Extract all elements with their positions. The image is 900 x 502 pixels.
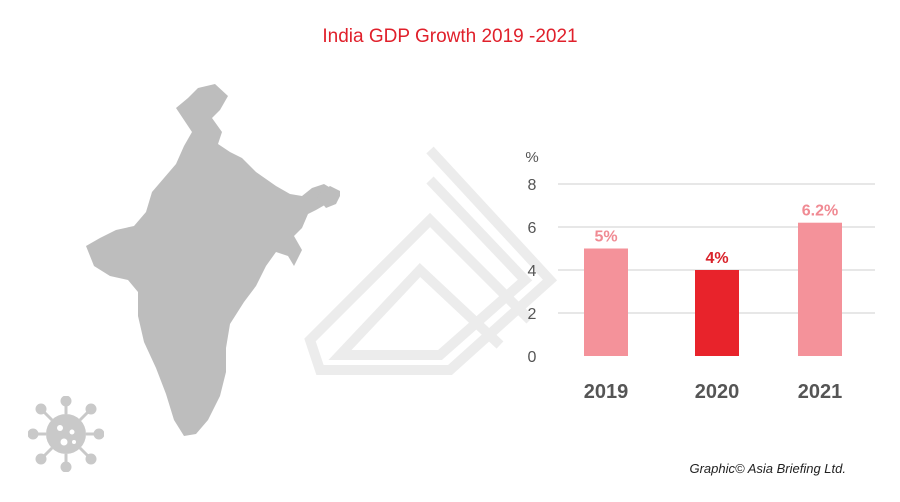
y-tick-label: 8	[528, 177, 537, 194]
watermark-logo-icon	[304, 146, 558, 375]
y-tick-label: 2	[528, 306, 537, 323]
y-tick-label: 4	[528, 263, 537, 280]
bar-2019	[584, 248, 628, 356]
graphic-credit: Graphic© Asia Briefing Ltd.	[689, 461, 846, 476]
india-map-icon	[86, 84, 340, 436]
y-tick-label: 6	[528, 220, 537, 237]
data-label-2021: 6.2%	[802, 203, 838, 220]
virus-icon	[28, 396, 104, 472]
x-tick-label-2019: 2019	[584, 381, 629, 403]
x-tick-label-2021: 2021	[798, 381, 843, 403]
y-axis-label: %	[525, 149, 538, 166]
chart-title: India GDP Growth 2019 -2021	[322, 26, 578, 47]
bar-2020	[695, 270, 739, 356]
bar-2021	[798, 222, 842, 356]
data-label-2019: 5%	[594, 229, 617, 246]
x-tick-label-2020: 2020	[695, 381, 740, 403]
data-label-2020: 4%	[705, 250, 728, 267]
y-tick-label: 0	[528, 349, 537, 366]
